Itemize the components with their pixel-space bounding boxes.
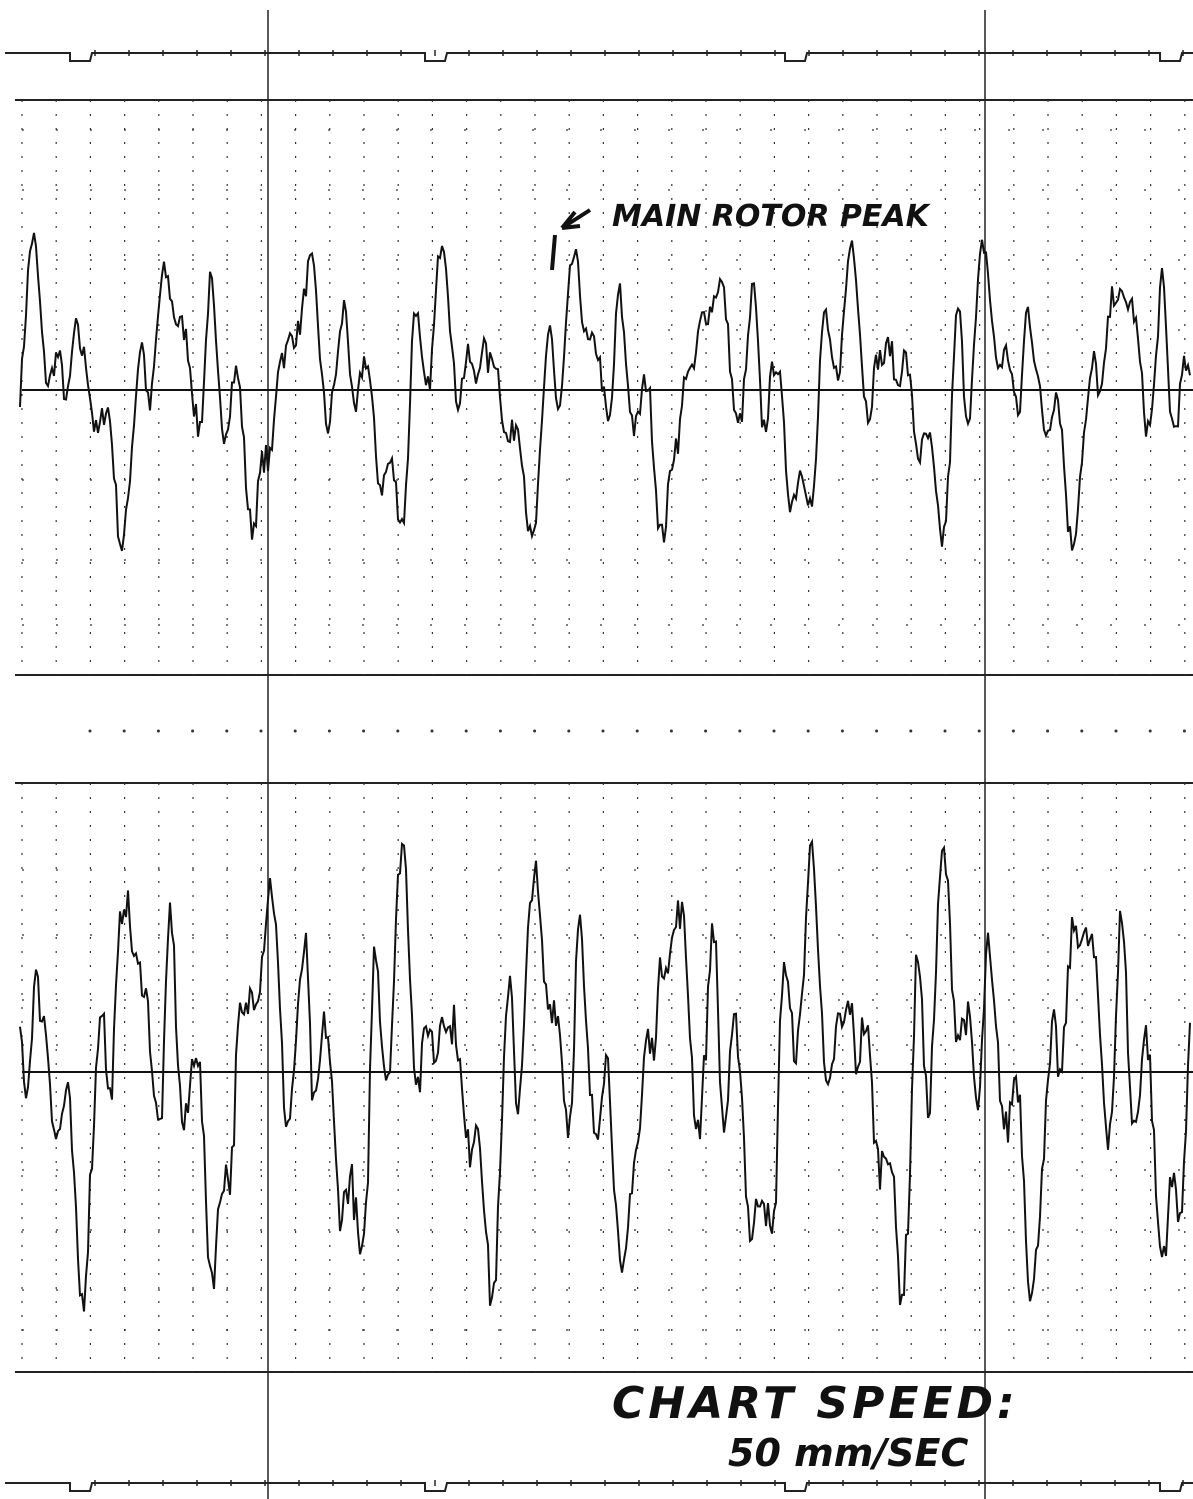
grid-dot bbox=[88, 729, 92, 733]
grid-dot bbox=[430, 729, 434, 733]
trace bbox=[19, 232, 1191, 552]
grid-dot bbox=[1182, 729, 1186, 733]
grid-dot bbox=[225, 729, 229, 733]
grid-dot bbox=[259, 729, 263, 733]
grid-dot bbox=[498, 729, 502, 733]
grid-dot bbox=[1080, 729, 1084, 733]
grid-dot bbox=[1011, 729, 1015, 733]
grid-dot bbox=[533, 729, 537, 733]
grid-dot bbox=[362, 729, 366, 733]
chart-speed-label: CHART SPEED: bbox=[612, 1378, 1019, 1429]
grid-dot bbox=[943, 729, 947, 733]
chart-speed-value: 50 mm/SEC bbox=[728, 1431, 969, 1475]
grid-dot bbox=[1114, 729, 1118, 733]
grid-dot bbox=[191, 729, 195, 733]
timing-line bbox=[5, 52, 1193, 62]
grid-dot bbox=[601, 729, 605, 733]
grid-dot bbox=[635, 729, 639, 733]
grid-dot bbox=[396, 729, 400, 733]
grid-dot bbox=[875, 729, 879, 733]
grid-dot bbox=[327, 729, 331, 733]
grid-dot bbox=[122, 729, 126, 733]
grid-dot bbox=[464, 729, 468, 733]
grid-dot bbox=[1148, 729, 1152, 733]
timing-line bbox=[5, 1482, 1193, 1492]
grid-dot bbox=[156, 729, 160, 733]
grid-dot bbox=[840, 729, 844, 733]
grid-dot bbox=[704, 729, 708, 733]
grid-dot bbox=[977, 729, 981, 733]
grid-dot bbox=[567, 729, 571, 733]
grid bbox=[5, 10, 1193, 1499]
grid-dot bbox=[293, 729, 297, 733]
grid-dot bbox=[669, 729, 673, 733]
peak-annotation: MAIN ROTOR PEAK bbox=[550, 199, 932, 271]
peak-label: MAIN ROTOR PEAK bbox=[612, 199, 932, 234]
trace bbox=[19, 838, 1191, 1312]
grid-dot bbox=[806, 729, 810, 733]
grid-dot bbox=[909, 729, 913, 733]
traces bbox=[19, 232, 1191, 1312]
arrow bbox=[550, 208, 592, 271]
grid-dot bbox=[772, 729, 776, 733]
grid-dot bbox=[738, 729, 742, 733]
grid-dot bbox=[1046, 729, 1050, 733]
